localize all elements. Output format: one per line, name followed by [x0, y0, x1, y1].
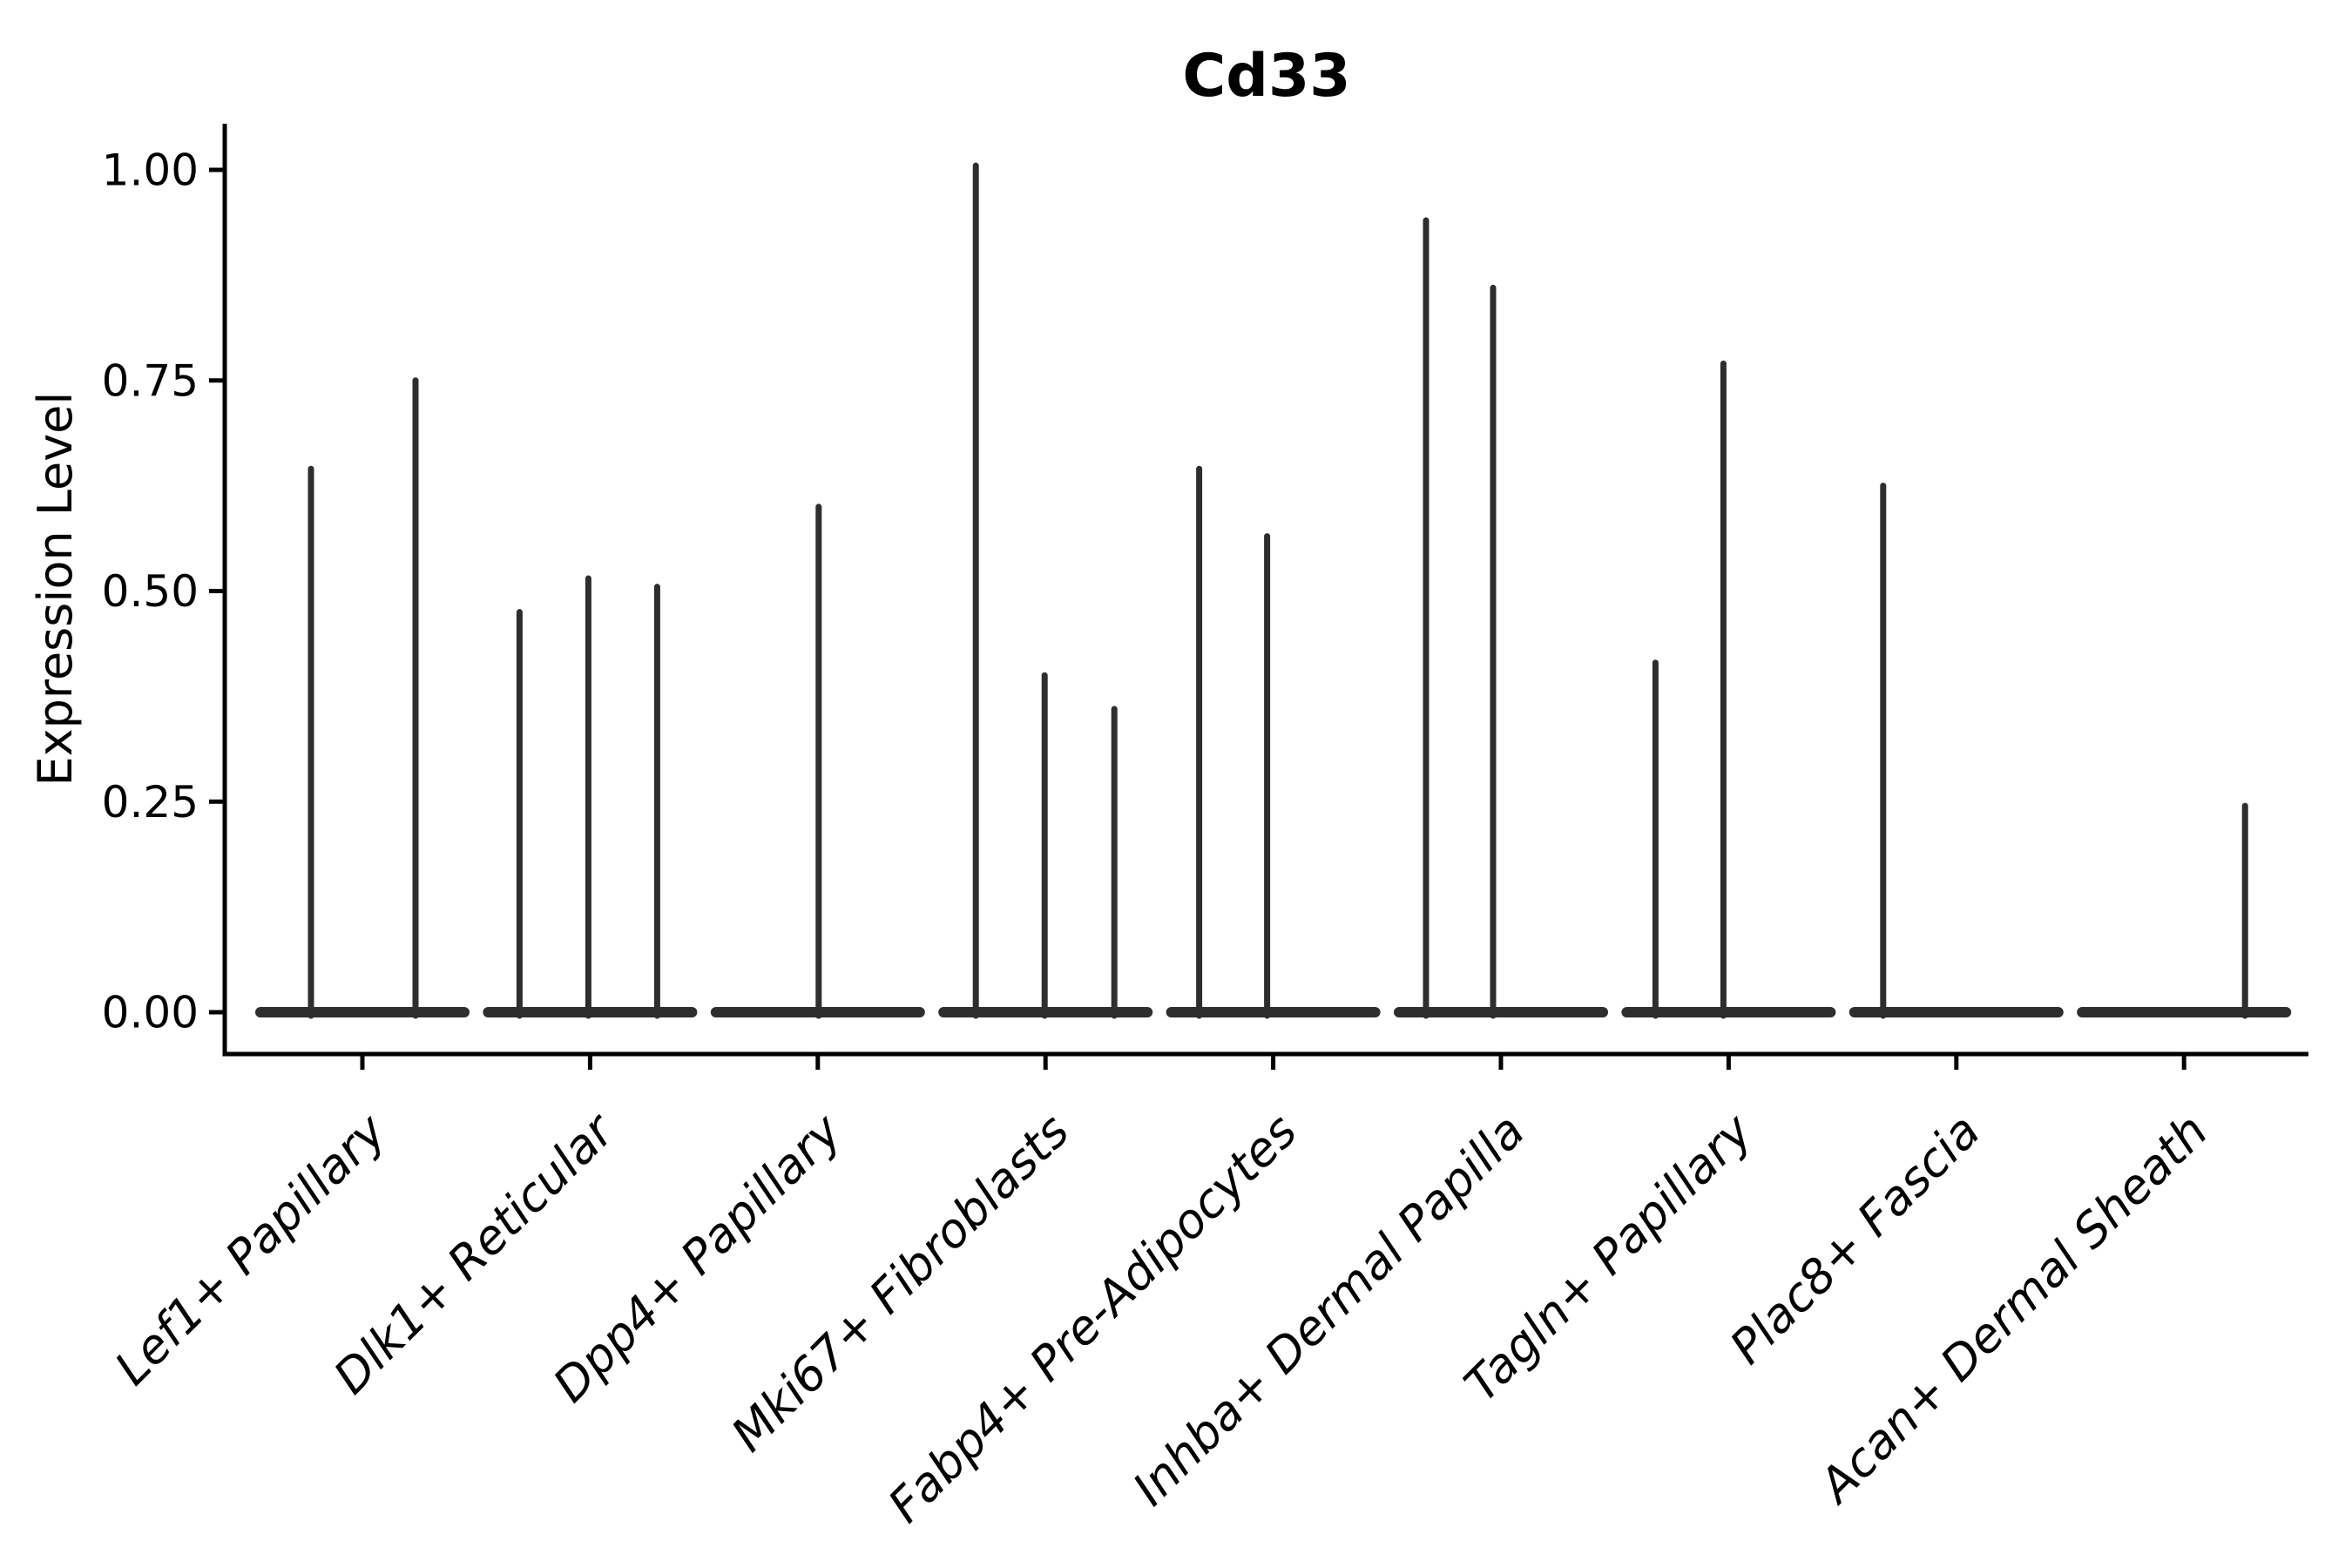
x-tick-label: Acan+ Dermal Sheath: [1807, 1104, 2218, 1515]
violin-group: [1621, 360, 1836, 1019]
y-tick-label: 0.50: [102, 566, 199, 617]
violin-group: [1394, 217, 1608, 1019]
y-tick-label: 1.00: [102, 145, 199, 196]
violin-group: [710, 504, 925, 1019]
x-tick-label: Fabp4+ Pre-Adipocytes: [877, 1104, 1307, 1533]
violin-group: [483, 575, 698, 1019]
violin-body: [1394, 1007, 1608, 1017]
violin-group: [1166, 465, 1381, 1019]
violin-body: [2077, 1007, 2292, 1017]
y-tick-label: 0.00: [102, 988, 199, 1038]
y-tick-label: 0.25: [102, 777, 199, 828]
x-tick-label: Inhba+ Dermal Papilla: [1122, 1104, 1535, 1517]
chart-title: Cd33: [1182, 42, 1350, 111]
violin-body: [483, 1007, 698, 1017]
violins: [255, 162, 2292, 1019]
violin-group: [938, 162, 1153, 1019]
violin-body: [255, 1007, 470, 1017]
violin-body: [710, 1007, 925, 1017]
violin-group: [255, 377, 470, 1019]
violin-group: [1848, 483, 2064, 1019]
violin-body: [1621, 1007, 1836, 1017]
violin-group: [2077, 802, 2292, 1019]
y-axis-label: Expression Level: [28, 392, 83, 787]
y-tick-label: 0.75: [102, 355, 199, 406]
y-axis-ticks: 0.00 0.25 0.50 0.75 1.00: [102, 145, 225, 1038]
violin-body: [938, 1007, 1153, 1017]
violin-body: [1848, 1007, 2064, 1017]
violin-body: [1166, 1007, 1381, 1017]
